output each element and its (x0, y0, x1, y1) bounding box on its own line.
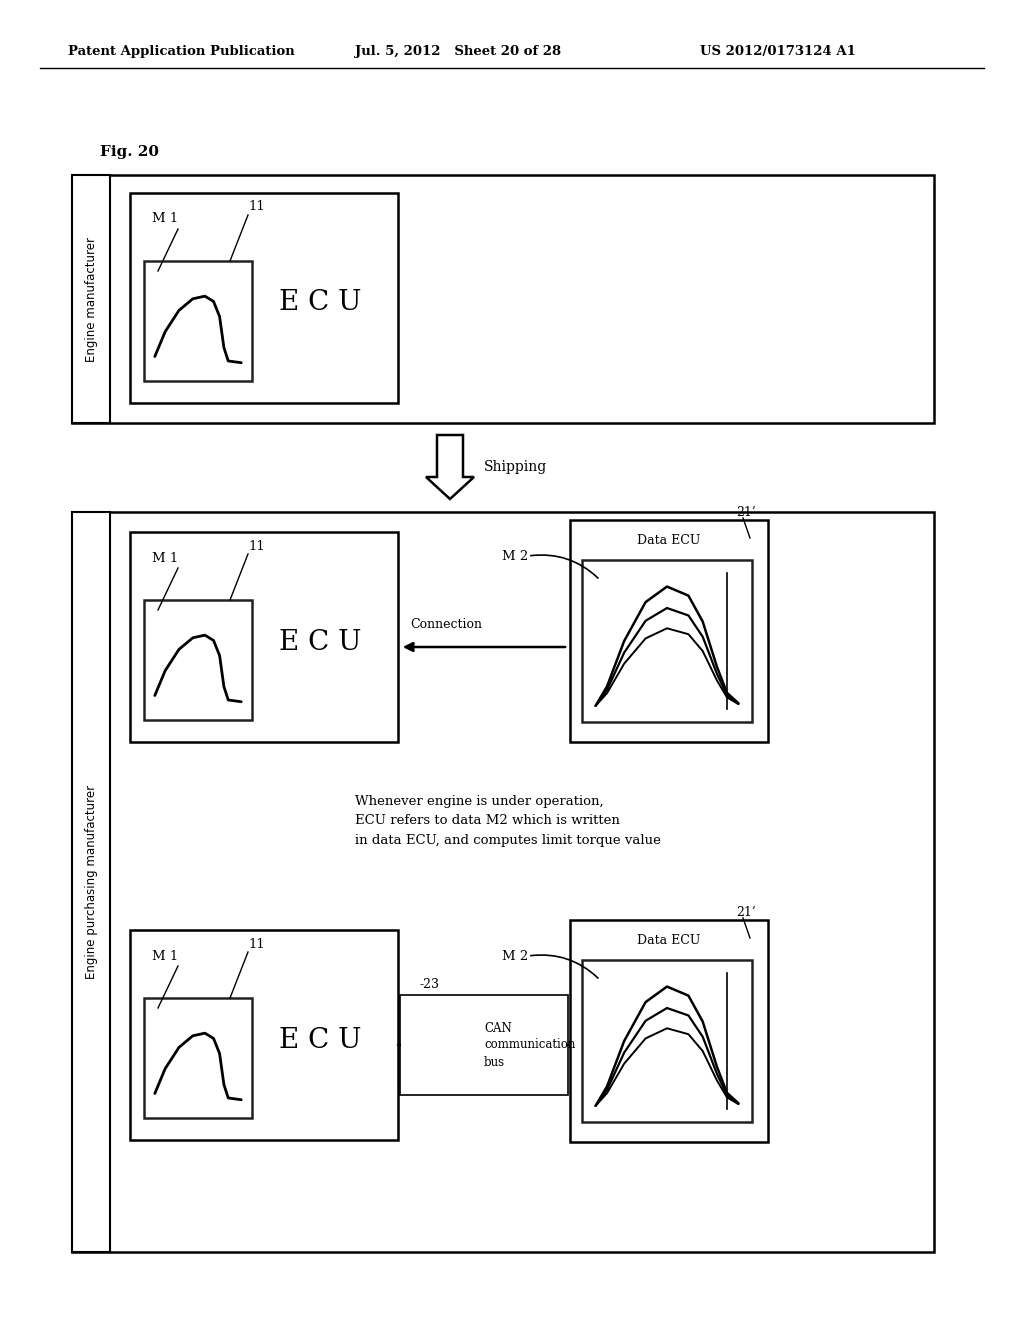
Bar (130, 193, 398, 403)
Text: US 2012/0173124 A1: US 2012/0173124 A1 (700, 45, 856, 58)
Text: E C U: E C U (279, 289, 361, 317)
Text: M 2: M 2 (502, 949, 528, 962)
Text: -23: -23 (420, 978, 440, 991)
Text: 11: 11 (248, 540, 265, 553)
Bar (570, 520, 768, 742)
Text: Shipping: Shipping (484, 459, 547, 474)
Bar (72, 176, 934, 422)
Polygon shape (426, 436, 474, 499)
Text: CAN
communication
bus: CAN communication bus (484, 1022, 575, 1068)
Text: E C U: E C U (279, 1027, 361, 1053)
Bar (582, 960, 752, 1122)
Text: M 2: M 2 (502, 549, 528, 562)
Bar (144, 601, 252, 719)
Text: M 1: M 1 (152, 552, 178, 565)
Text: Connection: Connection (410, 618, 482, 631)
Bar (582, 560, 752, 722)
Text: M 1: M 1 (152, 213, 178, 226)
Text: Whenever engine is under operation,
ECU refers to data M2 which is written
in da: Whenever engine is under operation, ECU … (355, 795, 660, 847)
Text: M 1: M 1 (152, 949, 178, 962)
Bar (570, 920, 768, 1142)
Text: Engine purchasing manufacturer: Engine purchasing manufacturer (85, 785, 97, 979)
Text: Data ECU: Data ECU (637, 933, 700, 946)
Text: Data ECU: Data ECU (637, 533, 700, 546)
Bar (72, 176, 110, 422)
Text: 21’: 21’ (736, 906, 756, 919)
Bar (144, 261, 252, 381)
Bar (144, 998, 252, 1118)
Text: E C U: E C U (279, 628, 361, 656)
Text: 21’: 21’ (736, 506, 756, 519)
Text: 11: 11 (248, 937, 265, 950)
Bar (72, 512, 110, 1251)
Bar (130, 532, 398, 742)
Text: 11: 11 (248, 201, 265, 214)
Bar (400, 995, 568, 1096)
Text: Engine manufacturer: Engine manufacturer (85, 236, 97, 362)
Bar (130, 931, 398, 1140)
Text: Patent Application Publication: Patent Application Publication (68, 45, 295, 58)
Bar (72, 512, 934, 1251)
Text: Jul. 5, 2012   Sheet 20 of 28: Jul. 5, 2012 Sheet 20 of 28 (355, 45, 561, 58)
Text: Fig. 20: Fig. 20 (100, 145, 159, 158)
